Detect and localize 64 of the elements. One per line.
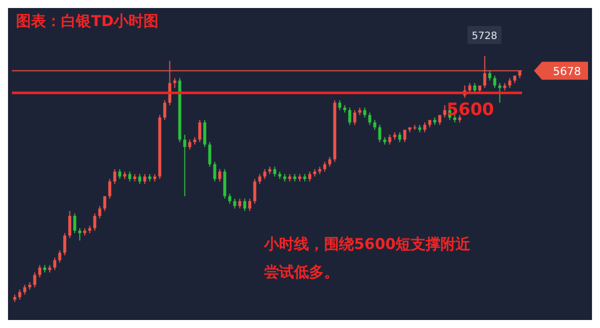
candlestick: [338, 100, 342, 111]
annotation: 5600: [446, 100, 494, 120]
candlestick: [98, 206, 102, 219]
candlestick: [113, 168, 116, 184]
candlestick: [328, 156, 332, 168]
candlestick: [388, 134, 392, 146]
candlestick: [108, 178, 112, 200]
candlestick: [78, 228, 82, 241]
candlestick: [253, 178, 256, 204]
candlestick: [273, 166, 276, 178]
candlestick: [128, 171, 132, 182]
candlestick: [238, 198, 242, 210]
candlestick: [308, 171, 312, 182]
candlestick: [488, 70, 492, 82]
text: 5678: [553, 64, 581, 78]
candlestick: [183, 134, 186, 197]
candlestick: [493, 75, 496, 88]
candlestick: [163, 100, 166, 120]
candlestick: [53, 257, 56, 271]
candlestick: [243, 198, 246, 212]
annotation: 小时线，围绕5600短支撑附近尝试低多。: [264, 234, 472, 283]
candlestick: [208, 142, 212, 168]
candlestick: [63, 232, 66, 256]
candlestick: [423, 122, 426, 133]
candlestick: [38, 264, 42, 278]
candlestick: [143, 174, 146, 184]
candlestick: [368, 112, 372, 126]
candlestick: [218, 168, 222, 182]
candlestick: [103, 196, 106, 212]
candlestick: [323, 161, 326, 172]
candlestick: [263, 168, 266, 180]
candlestick: [198, 119, 202, 143]
candlestick: [73, 212, 76, 234]
candlestick: [378, 124, 382, 143]
candlestick: [118, 168, 122, 180]
candlestick: [58, 250, 62, 264]
candlestick: [348, 107, 352, 126]
candlestick: [498, 82, 502, 104]
candlestick: [68, 210, 72, 239]
chart-title: 图表：白银TD小时图: [16, 12, 159, 31]
candlestick: [138, 174, 142, 184]
candlestick: [173, 78, 176, 88]
candlestick: [258, 174, 262, 184]
candlestick: [228, 193, 232, 204]
candlestick: [373, 119, 376, 130]
annotation: 5728: [472, 31, 498, 42]
candlestick: [473, 82, 476, 94]
candlestick: [403, 129, 406, 143]
candlestick: [248, 198, 252, 212]
candlestick: [23, 284, 26, 296]
candlestick: [353, 110, 356, 126]
candlestick: [438, 114, 442, 126]
candlestick: [363, 107, 366, 118]
candlestick: [203, 119, 206, 148]
candlestick: [468, 82, 472, 94]
candlestick: [188, 139, 192, 150]
candlestick: [233, 198, 236, 210]
candlestick: [443, 104, 446, 118]
candlestick: [508, 78, 512, 88]
candlestick: [93, 212, 96, 232]
candlestick: [398, 132, 402, 143]
candlestick: [33, 272, 36, 288]
candlestick: [213, 161, 216, 182]
candlestick: [18, 289, 22, 300]
